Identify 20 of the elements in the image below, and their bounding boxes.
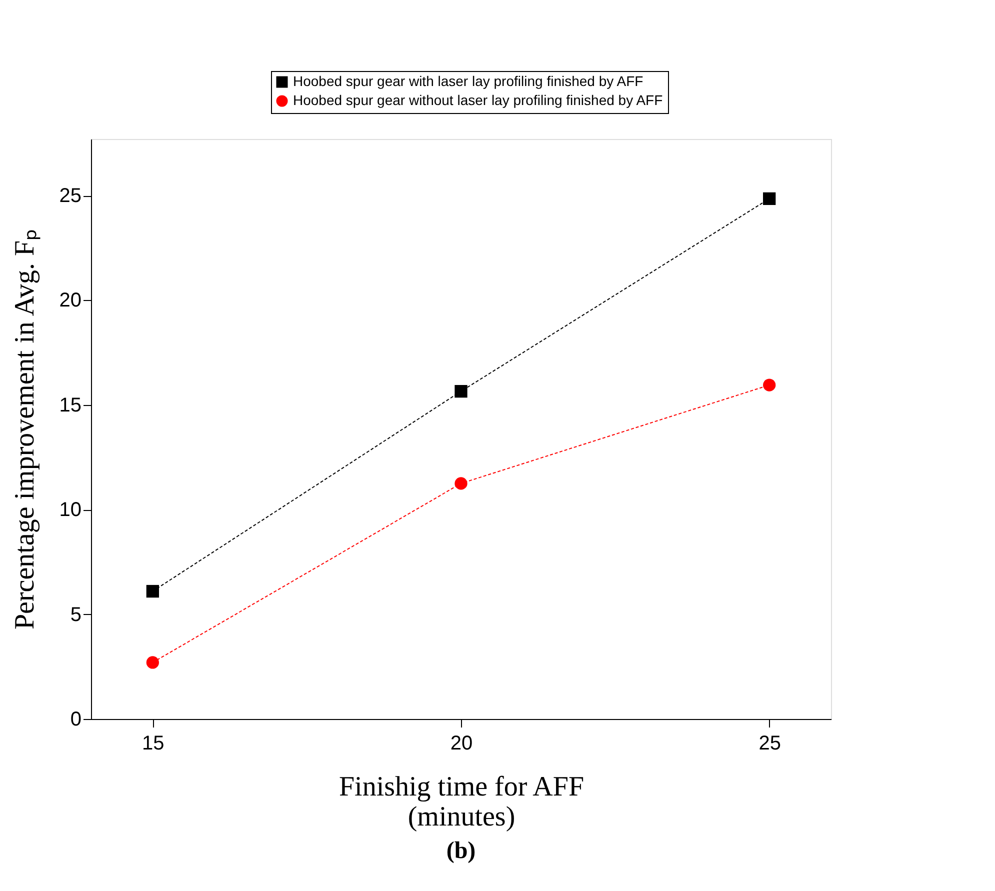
legend-label: Hoobed spur gear without laser lay profiling finished by AFF [293, 92, 663, 108]
x-tick-label: 20 [450, 732, 473, 754]
x-tick-label: 25 [758, 732, 781, 754]
y-tick-label: 20 [59, 290, 82, 312]
point [454, 384, 468, 398]
point [763, 378, 776, 392]
legend-label: Hoobed spur gear with laser lay profiling finished by AFF [293, 73, 644, 89]
y-tick-label: 25 [59, 185, 82, 208]
y-tick-label: 10 [59, 499, 82, 522]
point [146, 584, 159, 598]
y-tick-label: 15 [59, 394, 82, 416]
point [763, 192, 776, 205]
y-axis-title: Percentage improvement in Avg. Fₚ [9, 229, 40, 630]
y-tick-label: 0 [70, 708, 82, 730]
point [146, 656, 159, 669]
x-tick-label: 15 [142, 732, 164, 754]
y-tick-label: 5 [70, 604, 82, 626]
text: (b) [446, 838, 476, 864]
point [454, 477, 468, 490]
x-axis-title: Finishig time for AFF (minutes) [338, 772, 584, 832]
